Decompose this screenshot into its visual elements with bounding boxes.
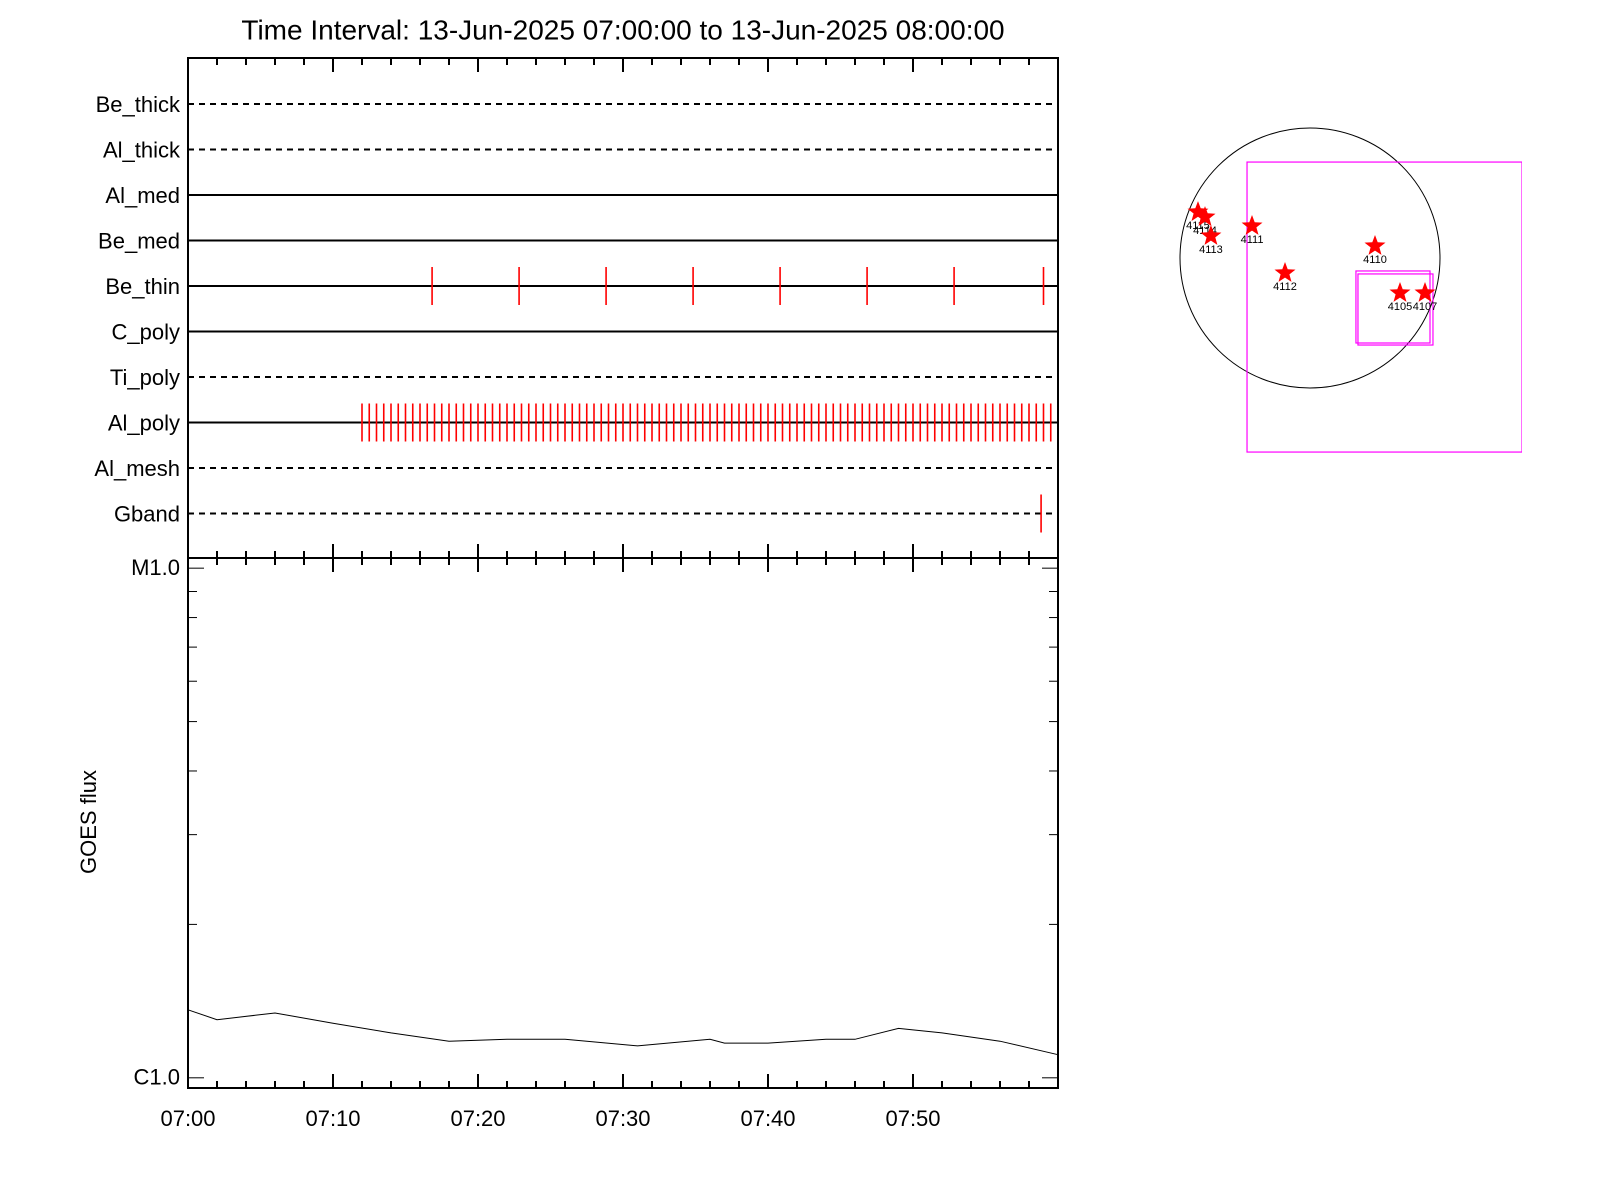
region-star [1414,282,1436,302]
row-label: Al_poly [108,410,180,435]
y-axis-label: GOES flux [76,770,101,874]
fov-box [1246,161,1522,453]
region-star [1241,215,1263,235]
fov-box [1355,270,1431,344]
solar-disk [1179,127,1441,389]
row-label: Al_thick [103,137,181,162]
goes-curve [187,1009,1059,1056]
region-star [1364,235,1386,255]
region-label: 4115 [1186,220,1210,232]
x-tick-label: 07:30 [595,1106,650,1131]
region-label: 4111 [1241,234,1264,246]
row-label: Gband [114,501,180,526]
row-label: Be_thick [96,92,181,117]
region-label: 4112 [1273,281,1297,293]
x-tick-label: 07:40 [740,1106,795,1131]
region-star [1200,225,1222,245]
region-star [1274,262,1296,282]
chart-title: Time Interval: 13-Jun-2025 07:00:00 to 1… [241,14,1004,45]
row-label: Ti_poly [110,365,180,390]
x-tick-label: 07:00 [160,1106,215,1131]
region-label: 4113 [1199,244,1223,256]
fov-box [1357,273,1434,346]
region-star [1194,206,1216,226]
row-label: Be_thin [105,274,180,299]
y-tick-label: M1.0 [131,555,180,580]
x-tick-label: 07:20 [450,1106,505,1131]
region-label: 4107 [1413,301,1437,313]
row-label: Al_mesh [94,456,180,481]
region-star [1389,282,1411,302]
row-label: Be_med [98,228,180,253]
row-label: C_poly [112,319,180,344]
region-star [1187,201,1209,221]
region-label: 4110 [1363,254,1387,266]
region-label: 4105 [1388,301,1412,313]
y-tick-label: C1.0 [134,1065,180,1090]
x-tick-label: 07:10 [305,1106,360,1131]
x-tick-label: 07:50 [885,1106,940,1131]
row-label: Al_med [105,183,180,208]
